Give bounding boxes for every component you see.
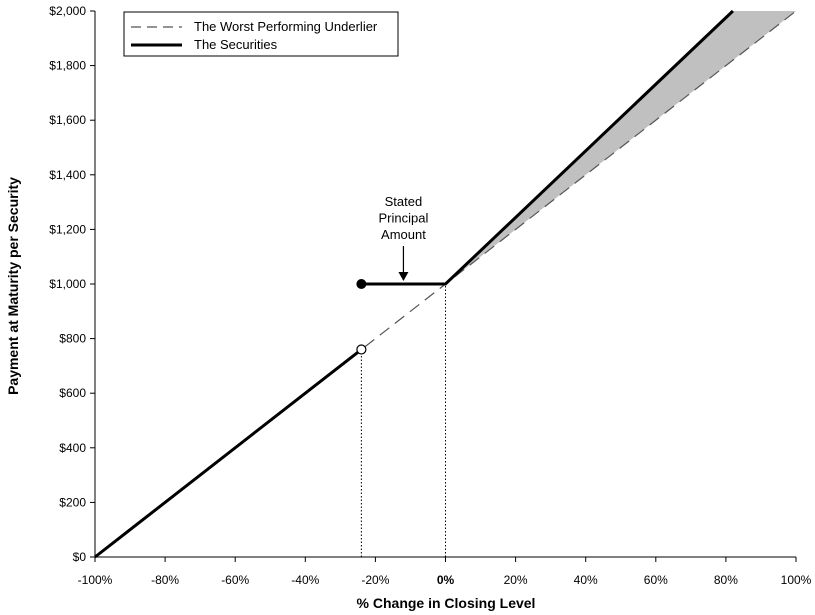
series-layer [94, 9, 797, 559]
y-tick-label: $1,000 [49, 277, 86, 291]
x-tick-label: 20% [504, 573, 528, 587]
reference-lines-layer [360, 284, 446, 557]
x-tick-label: 80% [714, 573, 738, 587]
y-tick-label: $0 [73, 550, 87, 564]
securities-closed-point [356, 279, 367, 289]
x-tick-label: -80% [151, 573, 179, 587]
legend-label-securities: The Securities [194, 37, 278, 52]
y-axis-title: Payment at Maturity per Security [5, 177, 21, 395]
x-tick-label: -60% [221, 573, 249, 587]
y-tick-label: $600 [59, 386, 86, 400]
ticks-layer: $0 $200 $400 $600 $800 $1,000 $1,200 $1,400 $1,6… [49, 4, 811, 587]
annotation-text-line: Stated [385, 194, 423, 209]
annotation-arrow-head [398, 272, 409, 281]
y-tick-label: $1,200 [49, 222, 86, 236]
y-tick-label: $1,600 [49, 113, 86, 127]
x-tick-label: 60% [644, 573, 668, 587]
x-tick-label: -100% [78, 573, 113, 587]
series-line-securities-segment-0 [94, 348, 363, 559]
y-tick-label: $400 [59, 441, 86, 455]
x-tick-label: -40% [291, 573, 319, 587]
x-tick-label: 0% [437, 573, 455, 587]
series-line-securities-segment-1 [361, 9, 734, 286]
x-tick-label: 40% [574, 573, 598, 587]
legend-label-underlier: The Worst Performing Underlier [194, 19, 378, 34]
y-tick-label: $800 [59, 332, 86, 346]
legend-box [123, 11, 399, 57]
x-tick-label: 100% [781, 573, 812, 587]
y-tick-label: $1,800 [49, 59, 86, 73]
x-tick-label: -20% [361, 573, 389, 587]
annotation-text-line: Amount [381, 227, 426, 242]
securities-open-point [356, 344, 367, 355]
y-tick-label: $200 [59, 495, 86, 509]
legend: The Worst Performing Underlier The Secur… [123, 11, 399, 57]
annotation-text-line: Principal [379, 211, 429, 226]
y-tick-label: $1,400 [49, 168, 86, 182]
y-tick-label: $2,000 [49, 4, 86, 18]
x-axis-title: % Change in Closing Level [357, 595, 536, 611]
